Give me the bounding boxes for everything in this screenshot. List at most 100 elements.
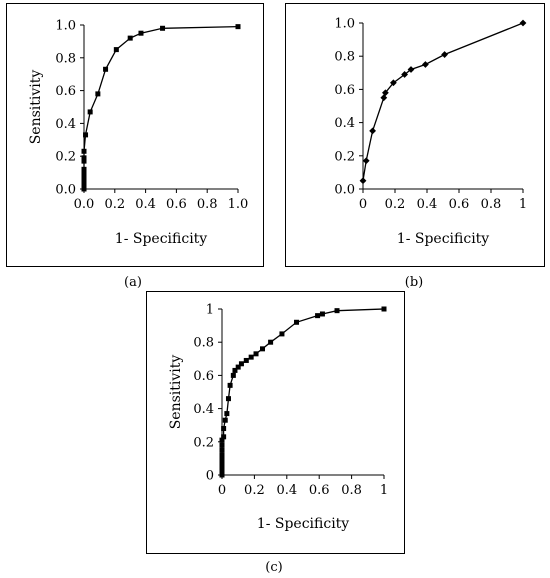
data-point bbox=[81, 155, 87, 161]
data-point bbox=[248, 354, 254, 360]
data-point bbox=[232, 367, 238, 373]
data-point bbox=[87, 109, 93, 115]
data-point bbox=[319, 311, 325, 317]
data-point bbox=[219, 452, 225, 458]
series-line bbox=[221, 308, 385, 475]
data-point bbox=[253, 351, 259, 357]
x-tick-label: 0.0 bbox=[74, 197, 95, 212]
data-point bbox=[268, 339, 274, 345]
data-point bbox=[441, 51, 448, 58]
data-point bbox=[219, 447, 225, 453]
x-tick-label: 0.8 bbox=[341, 483, 362, 498]
x-tick-label: 1 bbox=[380, 483, 388, 498]
y-tick-label: 1.0 bbox=[334, 17, 355, 32]
y-tick-label: 0.6 bbox=[55, 84, 76, 99]
data-point bbox=[81, 173, 87, 179]
data-point bbox=[362, 157, 370, 165]
data-point bbox=[382, 89, 389, 97]
data-point bbox=[113, 47, 119, 53]
x-tick-label: 0.4 bbox=[276, 483, 297, 498]
data-point bbox=[407, 66, 415, 73]
data-point bbox=[81, 148, 87, 154]
data-point bbox=[95, 91, 101, 97]
data-point bbox=[219, 472, 225, 478]
y-tick-label: 0.0 bbox=[334, 183, 355, 198]
y-tick-label: 0.0 bbox=[55, 183, 76, 198]
x-tick-label: 0.6 bbox=[449, 197, 470, 212]
x-tick-label: 0.8 bbox=[481, 197, 502, 212]
chart-frame bbox=[285, 3, 545, 267]
panel-label: (c) bbox=[265, 560, 282, 575]
x-axis-title: 1- Specificity bbox=[115, 231, 208, 247]
data-point bbox=[260, 346, 265, 352]
x-axis-title: 1- Specificity bbox=[257, 516, 350, 532]
data-point bbox=[224, 411, 230, 417]
data-point bbox=[127, 35, 133, 41]
data-point bbox=[81, 166, 87, 172]
data-point bbox=[219, 459, 225, 465]
y-tick-label: 0.4 bbox=[193, 402, 214, 417]
data-point bbox=[238, 361, 244, 367]
data-point bbox=[334, 308, 340, 314]
x-tick-label: 0.6 bbox=[166, 197, 187, 212]
y-tick-label: 0.2 bbox=[334, 149, 355, 164]
chart-frame bbox=[6, 3, 264, 267]
series-line bbox=[83, 25, 239, 189]
x-tick-label: 0.6 bbox=[309, 483, 330, 498]
y-tick-label: 0.6 bbox=[334, 83, 355, 98]
data-point bbox=[83, 132, 89, 138]
y-tick-label: 0 bbox=[206, 469, 214, 484]
x-axis-title: 1- Specificity bbox=[397, 231, 490, 247]
data-point bbox=[160, 25, 166, 31]
data-point bbox=[219, 437, 225, 443]
data-point bbox=[81, 158, 87, 164]
data-point bbox=[227, 382, 233, 388]
data-point bbox=[219, 462, 225, 468]
data-point bbox=[81, 176, 87, 182]
y-tick-label: 0.2 bbox=[55, 150, 76, 165]
data-point bbox=[138, 30, 144, 36]
y-tick-label: 0.4 bbox=[55, 117, 76, 132]
y-tick-label: 0.8 bbox=[193, 336, 214, 351]
data-point bbox=[103, 66, 109, 72]
y-tick-label: 0.4 bbox=[334, 116, 355, 131]
x-tick-label: 1.0 bbox=[228, 197, 249, 212]
y-tick-label: 0.6 bbox=[193, 369, 214, 384]
chart-frame bbox=[146, 291, 405, 554]
data-point bbox=[219, 465, 225, 471]
data-point bbox=[222, 417, 228, 423]
data-point bbox=[235, 24, 241, 30]
y-tick-label: 1 bbox=[206, 303, 214, 318]
x-tick-label: 0.4 bbox=[135, 197, 156, 212]
data-point bbox=[219, 442, 225, 448]
data-point bbox=[81, 170, 87, 176]
data-point bbox=[422, 61, 429, 68]
y-tick-label: 0.8 bbox=[334, 50, 355, 65]
data-point bbox=[315, 313, 321, 319]
data-point bbox=[225, 396, 231, 402]
data-point bbox=[279, 331, 285, 337]
panel-label: (a) bbox=[124, 275, 142, 290]
data-point bbox=[235, 364, 241, 370]
x-tick-label: 0 bbox=[218, 483, 226, 498]
chart-panel-2: 0 0.2 0.4 0.6 0.8 1 0.0 0.2 0.4 0.6 0.8 1.0 1- Speci… bbox=[285, 3, 545, 290]
data-point bbox=[219, 469, 225, 475]
x-tick-label: 0 bbox=[359, 197, 367, 212]
x-tick-label: 1 bbox=[519, 197, 527, 212]
data-point bbox=[219, 455, 225, 461]
y-axis-title: Sensitivity bbox=[28, 70, 44, 145]
chart-panel-3: 0 0.2 0.4 0.6 0.8 1 0 0.2 0.4 0.6 0.8 1 1- Specifici… bbox=[146, 291, 405, 575]
y-tick-label: 0.2 bbox=[193, 435, 214, 450]
x-tick-label: 0.8 bbox=[197, 197, 218, 212]
data-point bbox=[519, 19, 527, 27]
y-tick-label: 1.0 bbox=[55, 19, 76, 34]
data-point bbox=[401, 71, 408, 78]
data-point bbox=[381, 306, 387, 312]
x-tick-label: 0.2 bbox=[104, 197, 125, 212]
y-axis-title: Sensitivity bbox=[168, 355, 184, 430]
panel-label: (b) bbox=[405, 275, 423, 290]
data-point bbox=[369, 127, 376, 135]
x-tick-label: 0.2 bbox=[385, 197, 406, 212]
y-tick-label: 0.8 bbox=[55, 51, 76, 66]
